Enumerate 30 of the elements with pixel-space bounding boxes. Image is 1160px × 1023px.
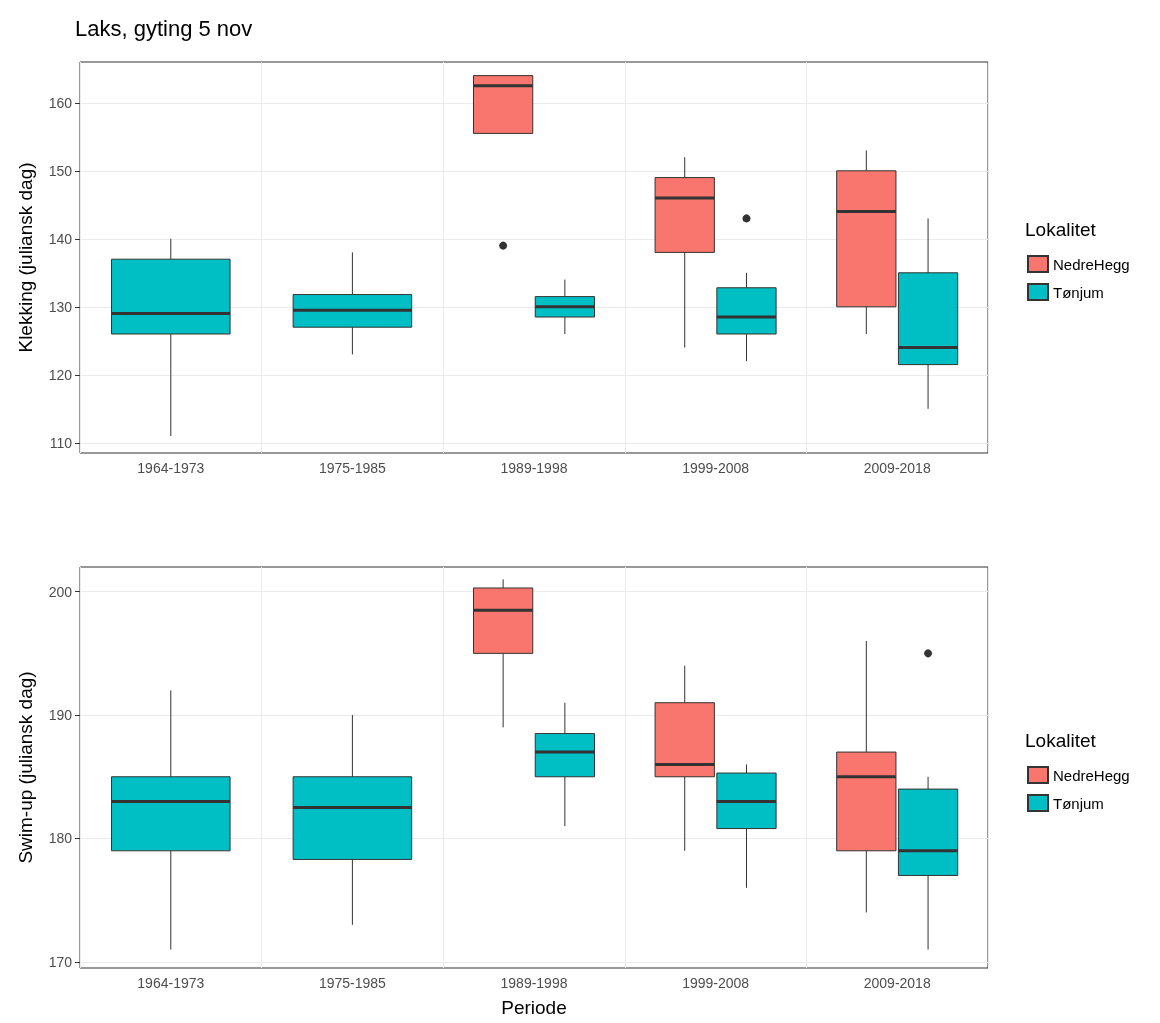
x-tick-label: 2009-2018 (863, 975, 931, 991)
x-axis-title: Periode (501, 997, 567, 1018)
x-tick-label: 1964-1973 (137, 975, 205, 991)
x-tick-label: 1975-1985 (318, 975, 387, 991)
legend-label: NedreHegg (1053, 255, 1130, 273)
x-tick-label: 1989-1998 (500, 460, 568, 476)
y-tick-label: 180 (48, 830, 73, 847)
x-tick-label: 2009-2018 (863, 460, 931, 476)
chart-title: Laks, gyting 5 nov (75, 15, 253, 41)
legend-label: Tønjum (1053, 794, 1104, 812)
y-tick-label: 150 (48, 162, 73, 179)
y-tick-label: 190 (48, 707, 73, 724)
legend-title: Lokalitet (1025, 730, 1097, 751)
y-tick-label: 110 (49, 434, 73, 451)
legend-label: Tønjum (1053, 283, 1104, 301)
legend-label: NedreHegg (1053, 766, 1130, 784)
y-tick-label: 160 (48, 94, 73, 111)
y-axis-title: Swim-up (juliansk dag) (15, 671, 36, 864)
x-tick-label: 1975-1985 (318, 460, 387, 476)
y-tick-label: 170 (48, 953, 73, 970)
y-tick-label: 140 (48, 230, 73, 247)
legend-title: Lokalitet (1025, 219, 1097, 240)
y-tick-label: 120 (48, 366, 73, 383)
y-tick-label: 130 (48, 298, 73, 315)
x-tick-label: 1999-2008 (682, 460, 750, 476)
x-tick-label: 1964-1973 (137, 460, 205, 476)
y-axis-title: Klekking (juliansk dag) (15, 162, 36, 353)
x-tick-label: 1989-1998 (500, 975, 568, 991)
y-tick-label: 200 (48, 583, 73, 600)
x-tick-label: 1999-2008 (682, 975, 750, 991)
